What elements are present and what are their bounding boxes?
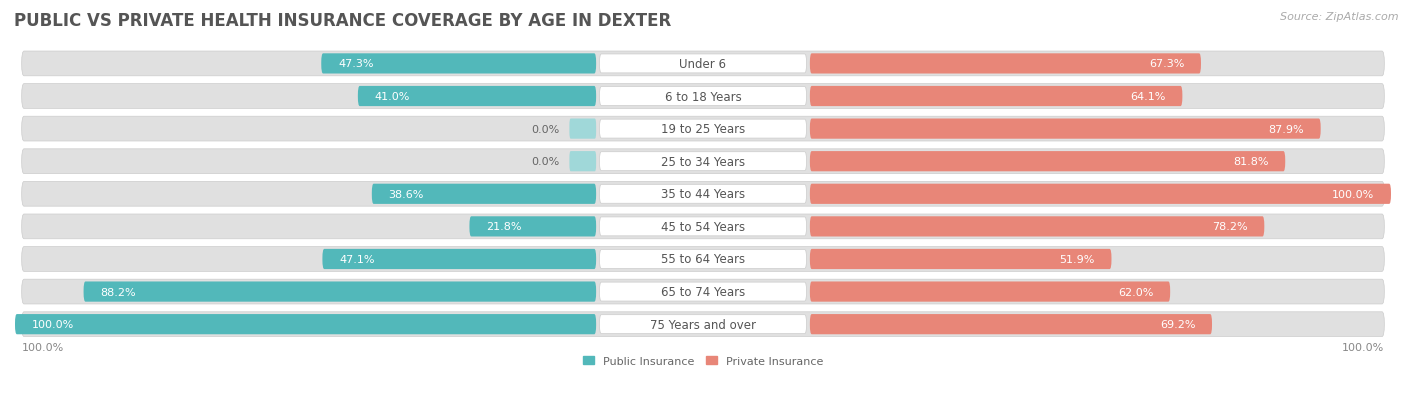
Text: 19 to 25 Years: 19 to 25 Years [661, 123, 745, 136]
FancyBboxPatch shape [599, 250, 807, 269]
FancyBboxPatch shape [21, 182, 1385, 206]
Text: 100.0%: 100.0% [32, 319, 75, 330]
Text: PUBLIC VS PRIVATE HEALTH INSURANCE COVERAGE BY AGE IN DEXTER: PUBLIC VS PRIVATE HEALTH INSURANCE COVER… [14, 12, 671, 30]
FancyBboxPatch shape [810, 87, 1182, 107]
FancyBboxPatch shape [810, 314, 1212, 335]
FancyBboxPatch shape [83, 282, 596, 302]
FancyBboxPatch shape [21, 84, 1385, 109]
Text: 65 to 74 Years: 65 to 74 Years [661, 285, 745, 298]
FancyBboxPatch shape [810, 282, 1170, 302]
FancyBboxPatch shape [15, 314, 596, 335]
Text: 88.2%: 88.2% [100, 287, 136, 297]
FancyBboxPatch shape [359, 87, 596, 107]
Text: 55 to 64 Years: 55 to 64 Years [661, 253, 745, 266]
Text: 100.0%: 100.0% [1331, 189, 1374, 199]
FancyBboxPatch shape [810, 249, 1112, 269]
Text: 75 Years and over: 75 Years and over [650, 318, 756, 331]
FancyBboxPatch shape [810, 54, 1201, 74]
Text: 64.1%: 64.1% [1130, 92, 1166, 102]
Text: 21.8%: 21.8% [486, 222, 522, 232]
FancyBboxPatch shape [21, 52, 1385, 77]
Text: Source: ZipAtlas.com: Source: ZipAtlas.com [1281, 12, 1399, 22]
FancyBboxPatch shape [810, 217, 1264, 237]
FancyBboxPatch shape [21, 312, 1385, 337]
FancyBboxPatch shape [810, 184, 1391, 204]
FancyBboxPatch shape [599, 217, 807, 236]
FancyBboxPatch shape [21, 214, 1385, 239]
Text: 41.0%: 41.0% [374, 92, 411, 102]
FancyBboxPatch shape [599, 315, 807, 334]
Text: 47.3%: 47.3% [337, 59, 374, 69]
Text: 35 to 44 Years: 35 to 44 Years [661, 188, 745, 201]
FancyBboxPatch shape [569, 152, 596, 172]
FancyBboxPatch shape [599, 87, 807, 106]
FancyBboxPatch shape [21, 150, 1385, 174]
FancyBboxPatch shape [599, 282, 807, 301]
Text: 62.0%: 62.0% [1118, 287, 1153, 297]
Text: 45 to 54 Years: 45 to 54 Years [661, 221, 745, 233]
Legend: Public Insurance, Private Insurance: Public Insurance, Private Insurance [579, 351, 827, 370]
FancyBboxPatch shape [810, 152, 1285, 172]
Text: 47.1%: 47.1% [339, 254, 374, 264]
FancyBboxPatch shape [599, 152, 807, 171]
FancyBboxPatch shape [21, 280, 1385, 304]
Text: 87.9%: 87.9% [1268, 124, 1303, 134]
FancyBboxPatch shape [21, 247, 1385, 272]
Text: 0.0%: 0.0% [531, 124, 560, 134]
Text: 51.9%: 51.9% [1059, 254, 1095, 264]
FancyBboxPatch shape [569, 119, 596, 139]
FancyBboxPatch shape [321, 54, 596, 74]
Text: Under 6: Under 6 [679, 58, 727, 71]
FancyBboxPatch shape [599, 55, 807, 74]
Text: 78.2%: 78.2% [1212, 222, 1247, 232]
Text: 81.8%: 81.8% [1233, 157, 1268, 167]
FancyBboxPatch shape [371, 184, 596, 204]
Text: 0.0%: 0.0% [531, 157, 560, 167]
FancyBboxPatch shape [322, 249, 596, 269]
FancyBboxPatch shape [810, 119, 1320, 139]
FancyBboxPatch shape [21, 117, 1385, 142]
FancyBboxPatch shape [599, 120, 807, 139]
FancyBboxPatch shape [599, 185, 807, 204]
Text: 69.2%: 69.2% [1160, 319, 1195, 330]
Text: 100.0%: 100.0% [1343, 342, 1385, 352]
Text: 38.6%: 38.6% [388, 189, 423, 199]
Text: 67.3%: 67.3% [1149, 59, 1184, 69]
FancyBboxPatch shape [470, 217, 596, 237]
Text: 6 to 18 Years: 6 to 18 Years [665, 90, 741, 103]
Text: 25 to 34 Years: 25 to 34 Years [661, 155, 745, 168]
Text: 100.0%: 100.0% [21, 342, 63, 352]
